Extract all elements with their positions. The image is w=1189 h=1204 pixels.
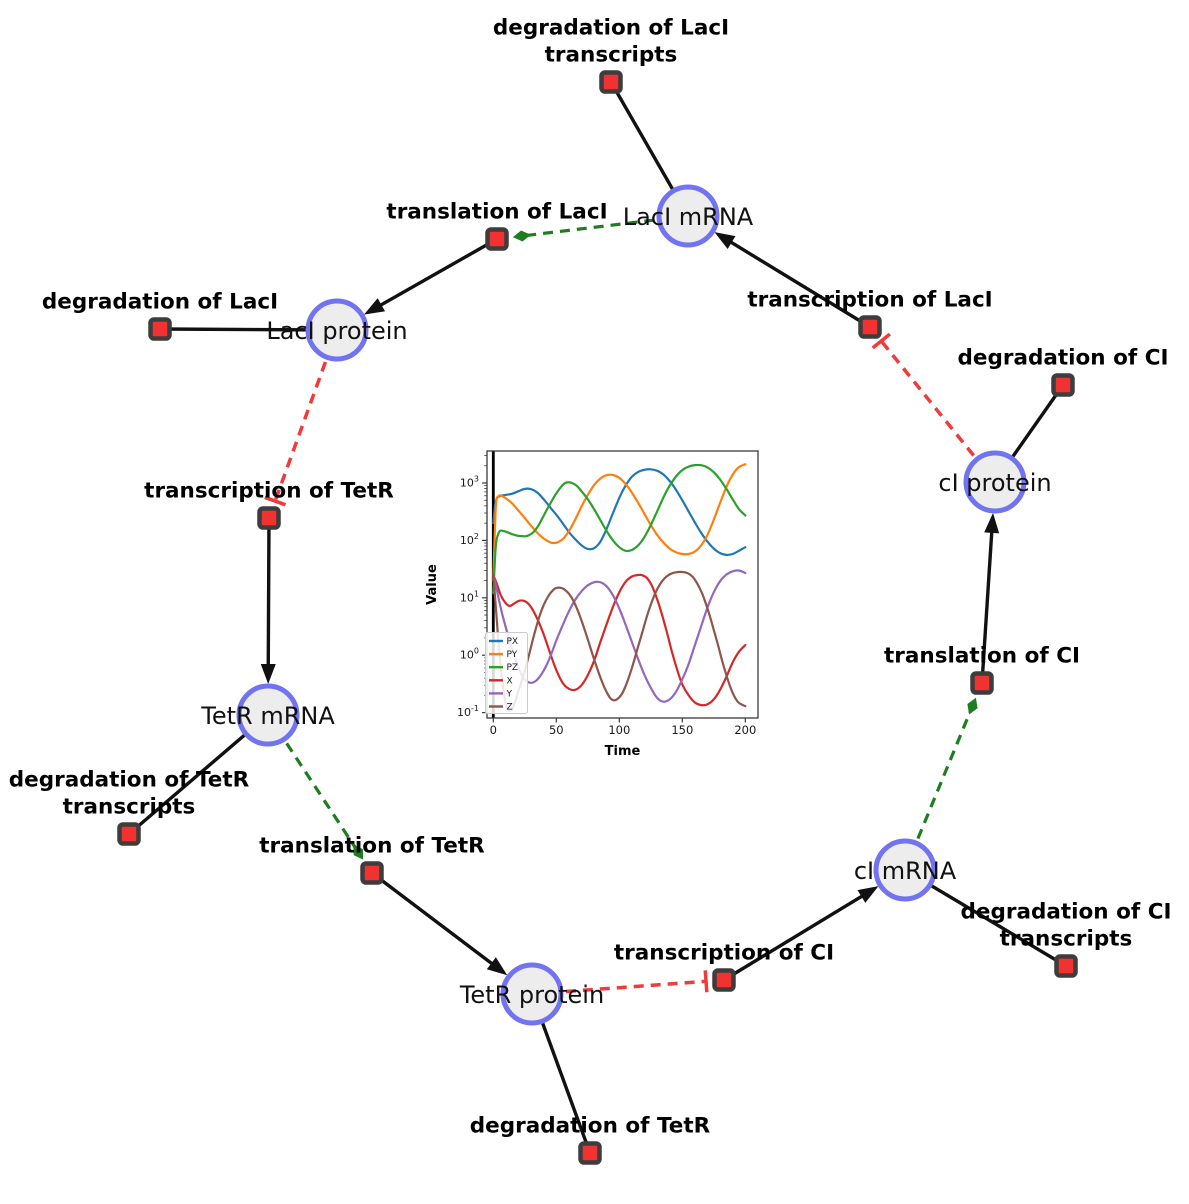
edge-transc_cI-cI_mRNA <box>723 892 866 982</box>
reaction-node-transl_lacI <box>485 227 509 251</box>
edge-transc_lacI-lacI_mRNA <box>727 239 871 329</box>
edge-transc_tetR-tetR_mRNA <box>266 517 271 669</box>
chart-x-ticklabel: 100 <box>608 723 630 737</box>
edge-cI_protein-transc_lacI <box>879 339 997 484</box>
species-label-lacI_protein: LacI protein <box>266 317 407 345</box>
reaction-label-deg_cI_tr-line1: degradation of CI <box>961 900 1172 925</box>
species-label-lacI_mRNA: LacI mRNA <box>623 203 754 231</box>
edge-transl_tetR-tetR_protein-arrowhead <box>486 957 508 976</box>
reaction-label-transl_tetR: translation of TetR <box>259 834 485 859</box>
chart-legend-label-PZ: PZ <box>507 663 519 673</box>
reaction-node-transc_lacI <box>858 315 882 339</box>
edge-tetR_protein-transc_cI <box>531 979 707 996</box>
reaction-label-deg_tetR_tr-line1: degradation of TetR <box>9 768 250 793</box>
inset-chart: 0 50 100 150 20010-1100101102103TimeValuePXP… <box>425 450 759 759</box>
chart-series-Y <box>492 569 747 703</box>
chart-legend-label-Y: Y <box>506 689 513 699</box>
edge-transc_tetR-tetR_mRNA-arrowhead <box>260 663 276 685</box>
chart-spines <box>486 450 759 719</box>
chart-xlabel: Time <box>605 744 641 759</box>
edge-transl_cI-cI_protein-arrowhead <box>984 512 1000 534</box>
edge-lacI_protein-transc_tetR-tee <box>264 495 287 507</box>
edge-lacI_mRNA-transl_lacI-diamond <box>512 230 531 242</box>
edge-cI_mRNA-transl_cI-diamond <box>967 697 978 715</box>
edge-transc_cI-cI_mRNA-arrowhead <box>857 886 879 903</box>
edge-transl_cI-cI_protein <box>980 528 994 684</box>
reaction-label-transc_cI: transcription of CI <box>614 941 834 966</box>
chart-y-ticklabel: 10-1 <box>457 704 479 719</box>
edge-transl_tetR-tetR_protein <box>370 871 496 968</box>
edge-transl_lacI-lacI_protein <box>377 237 498 309</box>
reaction-node-deg_cI <box>1051 373 1075 397</box>
chart-ylabel: Value <box>425 564 440 605</box>
reaction-label-deg_lacI_tr-line1: degradation of LacI <box>493 16 729 41</box>
species-label-tetR_protein: TetR protein <box>459 981 604 1009</box>
chart-x-ticklabel: 0 <box>490 723 497 737</box>
reaction-node-deg_cI_tr <box>1054 954 1078 978</box>
reaction-label-deg_tetR_tr-line2: transcripts <box>63 795 196 820</box>
species-node-lacI_protein <box>305 298 369 362</box>
species-label-cI_protein: cI protein <box>938 469 1051 497</box>
edge-tetR_protein-transc_cI-tee <box>703 970 709 993</box>
reaction-node-transl_cI <box>970 671 994 695</box>
reaction-label-deg_lacI_tr-line2: transcripts <box>545 43 678 68</box>
edge-cI_mRNA-transl_cI <box>903 710 973 871</box>
reaction-label-transc_lacI: transcription of LacI <box>747 288 992 313</box>
species-label-tetR_mRNA: TetR mRNA <box>200 702 335 730</box>
species-node-tetR_mRNA <box>236 683 300 747</box>
reaction-label-deg_cI: degradation of CI <box>958 346 1169 371</box>
species-node-lacI_mRNA <box>656 184 720 248</box>
species-node-cI_mRNA <box>873 838 937 902</box>
edge-lacI_protein-transc_tetR <box>273 329 339 502</box>
chart-y-ticklabel: 101 <box>460 589 479 604</box>
reaction-node-transc_cI <box>712 968 736 992</box>
species-node-cI_protein <box>963 450 1027 514</box>
reaction-node-transl_tetR <box>360 861 384 885</box>
chart-series-PX <box>492 468 747 557</box>
chart-x-ticklabel: 50 <box>549 723 564 737</box>
labels-layer: degradation of LacItranscriptstranslatio… <box>9 16 1172 1139</box>
chart-series-layer <box>492 463 747 712</box>
edge-cI_protein-transc_lacI-tee <box>871 332 891 350</box>
species-label-cI_mRNA: cI mRNA <box>854 857 957 885</box>
reaction-node-transc_tetR <box>257 506 281 530</box>
edge-transc_lacI-lacI_mRNA-arrowhead <box>714 232 736 249</box>
chart-x-ticklabel: 200 <box>734 723 756 737</box>
edge-transl_lacI-lacI_protein-arrowhead <box>363 298 386 315</box>
chart-legend-label-Z: Z <box>507 703 513 713</box>
nodes-layer <box>117 70 1078 1165</box>
reaction-label-deg_cI_tr-line2: transcripts <box>1000 927 1133 952</box>
reaction-node-deg_lacI <box>148 317 172 341</box>
reaction-label-deg_lacI: degradation of LacI <box>42 290 278 315</box>
edge-tetR_mRNA-transl_tetR-diamond <box>353 844 364 860</box>
chart-y-ticklabel: 103 <box>460 475 479 490</box>
chart-series-PY <box>492 463 747 582</box>
chart-x-ticklabel: 150 <box>671 723 693 737</box>
edges-layer <box>127 81 1067 1154</box>
reaction-label-deg_tetR: degradation of TetR <box>470 1114 711 1139</box>
reaction-node-deg_tetR_tr <box>117 822 141 846</box>
chart-y-ticklabel: 102 <box>460 532 479 547</box>
reaction-node-deg_tetR <box>578 1141 602 1165</box>
reaction-label-transl_lacI: translation of LacI <box>386 200 607 225</box>
reaction-node-deg_lacI_tr <box>599 70 623 94</box>
chart-legend-label-PX: PX <box>507 637 519 647</box>
species-node-tetR_protein <box>500 962 564 1026</box>
chart-legend-label-X: X <box>507 676 513 686</box>
chart-y-ticklabel: 100 <box>460 647 479 662</box>
chart-series-PZ <box>492 463 747 595</box>
chart-legend-label-PY: PY <box>507 650 518 660</box>
reaction-label-transc_tetR: transcription of TetR <box>144 479 394 504</box>
chart-legend: PX PY PZ XYZ <box>485 632 528 714</box>
reaction-label-transl_cI: translation of CI <box>884 644 1080 669</box>
